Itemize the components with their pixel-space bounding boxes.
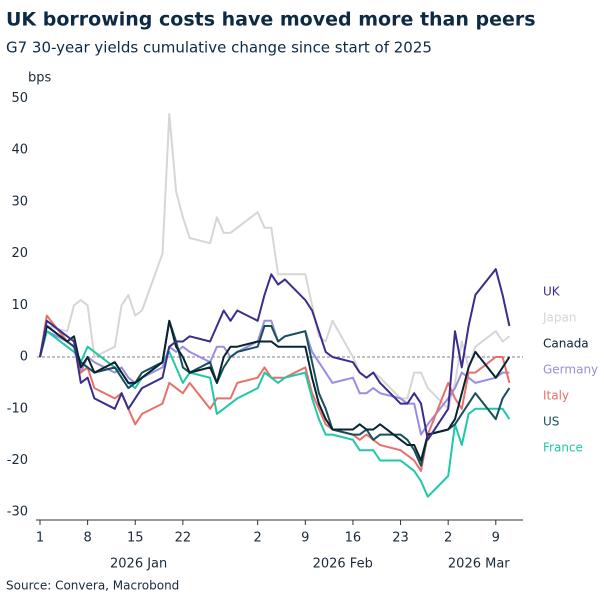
month-label: 2026 Jan <box>110 557 167 572</box>
x-tick-label: 1 <box>36 531 44 546</box>
x-tick-label: 9 <box>492 531 500 546</box>
x-tick-label: 16 <box>345 531 362 546</box>
x-tick-label: 2 <box>444 531 452 546</box>
chart-title: UK borrowing costs have moved more than … <box>6 9 536 31</box>
legend-label: Italy <box>543 389 569 403</box>
y-tick-label: 30 <box>11 194 28 209</box>
source: Source: Convera, Macrobond <box>6 579 179 593</box>
x-tick-label: 2 <box>254 531 262 546</box>
legend-label: Germany <box>543 363 598 377</box>
y-tick-label: 40 <box>11 143 28 158</box>
legend-label: UK <box>543 285 561 299</box>
legend-label: Canada <box>543 337 589 351</box>
series-line <box>39 314 511 472</box>
y-tick-label: 10 <box>11 298 28 313</box>
x-tick-label: 23 <box>392 531 409 546</box>
y-unit: bps <box>28 71 52 86</box>
series-line <box>39 330 511 498</box>
series-line <box>39 319 510 436</box>
y-tick-label: 50 <box>11 91 28 106</box>
y-tick-label: 20 <box>11 246 28 261</box>
legend-label: US <box>543 415 559 429</box>
y-tick-label: -30 <box>7 505 28 520</box>
legend-label: Japan <box>542 311 576 325</box>
series-line <box>39 112 511 410</box>
x-tick-label: 9 <box>301 531 309 546</box>
y-tick-label: 0 <box>20 350 28 365</box>
legend-label: France <box>543 441 583 455</box>
series-line <box>39 268 511 441</box>
series-line <box>39 319 511 467</box>
y-tick-label: -10 <box>7 401 28 416</box>
series-line <box>39 319 511 462</box>
chart-subtitle: G7 30-year yields cumulative change sinc… <box>6 39 432 57</box>
x-tick-label: 15 <box>127 531 144 546</box>
x-tick-label: 22 <box>175 531 192 546</box>
month-label: 2026 Mar <box>448 557 510 572</box>
x-tick-label: 8 <box>83 531 91 546</box>
y-tick-label: -20 <box>7 453 28 468</box>
month-label: 2026 Feb <box>313 557 373 572</box>
